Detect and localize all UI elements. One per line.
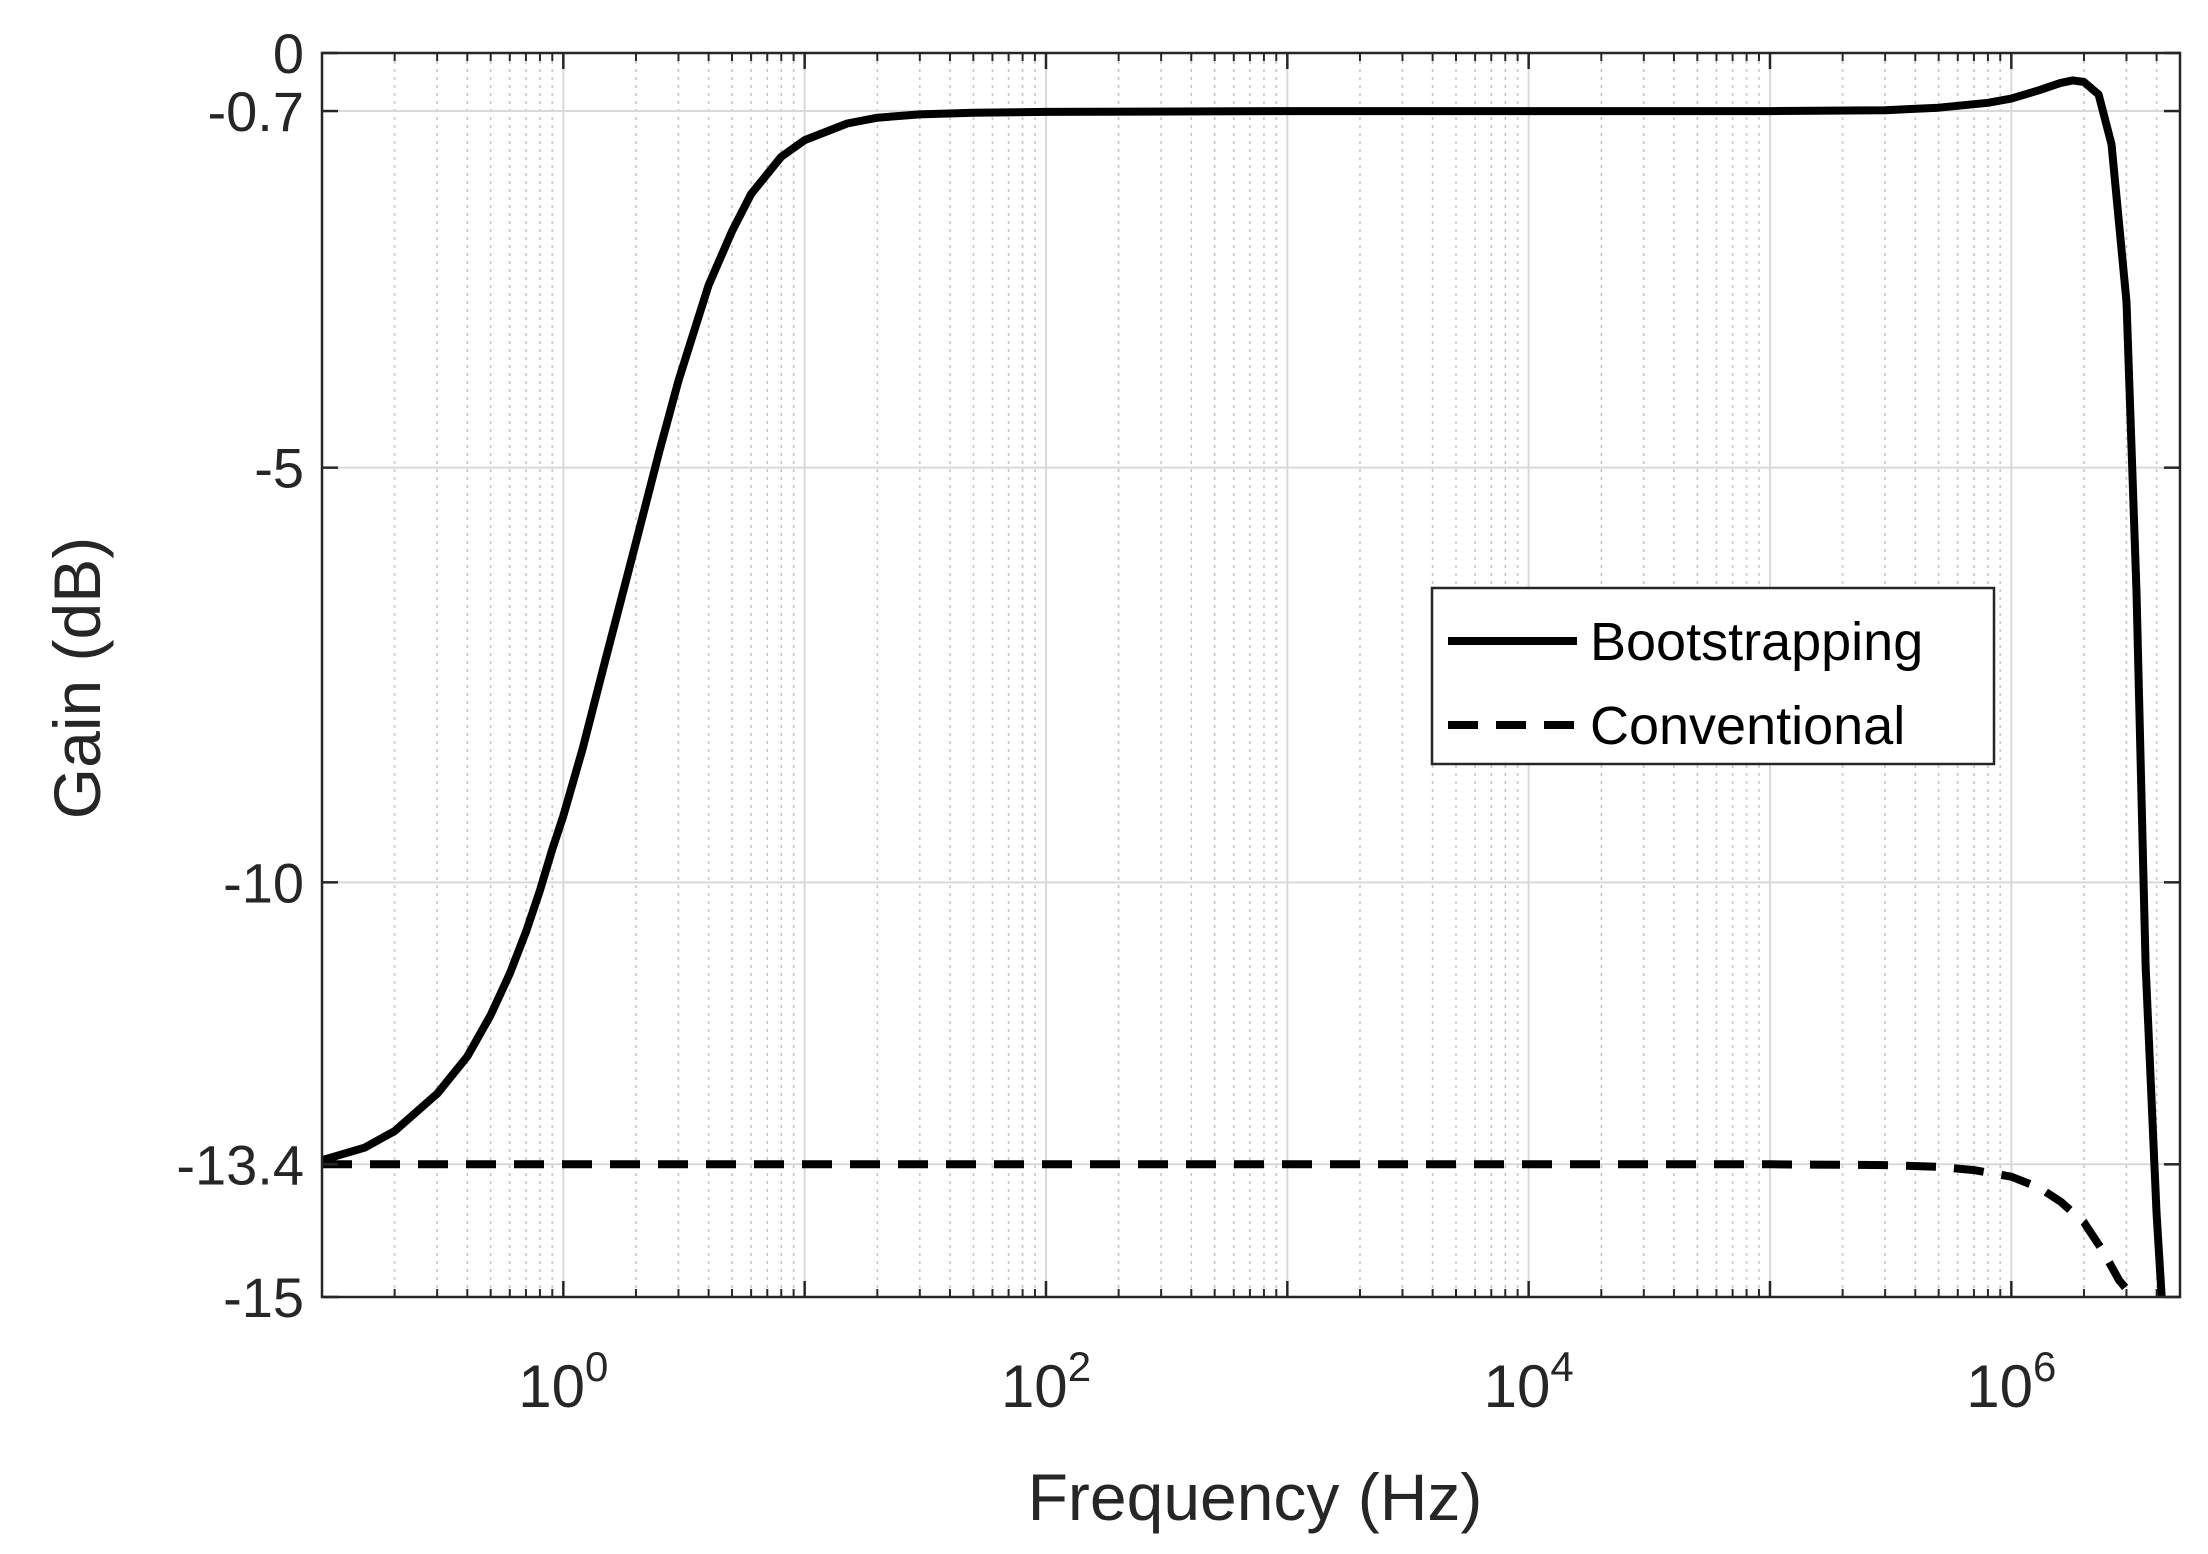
y-tick-label: -0.7 bbox=[208, 80, 305, 143]
x-tick-label: 106 bbox=[1966, 1343, 2056, 1420]
legend-label-bootstrapping: Bootstrapping bbox=[1590, 612, 1923, 672]
series-line-conventional bbox=[322, 1160, 2137, 1300]
series-layer bbox=[320, 76, 2166, 1300]
x-tick-label: 100 bbox=[518, 1343, 608, 1420]
y-tick-label: -13.4 bbox=[176, 1133, 304, 1196]
axes-box bbox=[320, 51, 2182, 1299]
y-axis-label: Gain (dB) bbox=[40, 537, 114, 819]
legend: Bootstrapping Conventional bbox=[1430, 586, 1996, 766]
legend-box bbox=[1430, 586, 1996, 766]
legend-label-conventional: Conventional bbox=[1590, 696, 1905, 756]
y-tick-label: -5 bbox=[254, 437, 304, 500]
axes-layer bbox=[320, 51, 2182, 1299]
series-line-bootstrapping bbox=[320, 76, 2166, 1298]
x-tick-label: 102 bbox=[1001, 1343, 1091, 1420]
y-tick-label: 0 bbox=[273, 22, 304, 85]
y-tick-label: -15 bbox=[223, 1266, 304, 1329]
y-tick-label: -10 bbox=[223, 851, 304, 914]
tick-labels: 0-0.7 -5 -10 -13.4 -15 100 102 104 106 bbox=[176, 22, 2056, 1420]
x-axis-label: Frequency (Hz) bbox=[1028, 1460, 1483, 1534]
x-tick-label: 104 bbox=[1484, 1343, 1574, 1420]
